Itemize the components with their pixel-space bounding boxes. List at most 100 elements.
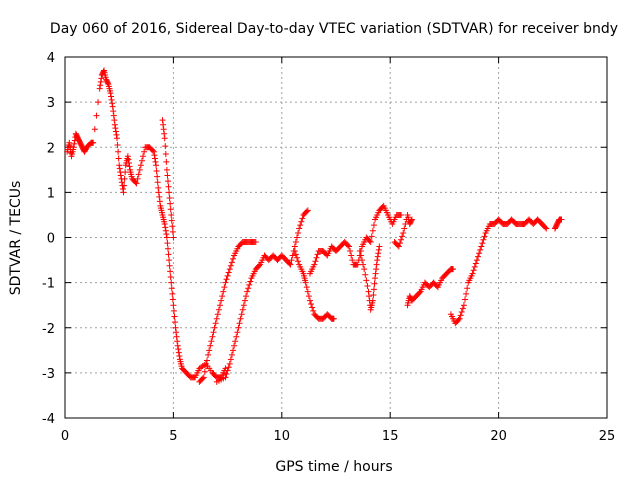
data-point [164,178,171,185]
data-point [169,296,176,303]
data-point [135,171,142,178]
data-point [480,236,487,243]
data-point [200,374,207,381]
data-point [125,160,132,167]
data-point [293,234,300,241]
data-point [118,179,125,186]
data-point [408,217,415,224]
data-point [167,273,174,280]
data-point [109,100,116,107]
data-point [223,276,230,283]
data-point [357,252,364,259]
data-point [543,225,550,232]
data-point [66,143,73,150]
data-point [455,316,462,323]
data-point [243,293,250,300]
y-tick-label: 0 [47,232,55,247]
data-point [542,224,549,231]
data-point [162,143,169,150]
data-point [153,167,160,174]
data-point [116,165,123,172]
data-point [344,242,351,249]
data-point [218,297,225,304]
data-point [172,324,179,331]
data-point [289,252,296,259]
data-marks [64,67,565,385]
data-point [205,351,212,358]
data-point [408,216,415,223]
data-point [66,139,73,146]
data-point [154,179,161,186]
data-point [211,324,218,331]
x-tick-label: 20 [490,429,507,444]
data-point [222,279,229,286]
y-tick-label: -4 [42,412,55,427]
data-point [233,333,240,340]
data-point [398,211,405,218]
data-point [121,182,128,189]
data-point [369,297,376,304]
data-point [373,266,380,273]
data-point [90,139,97,146]
data-point [170,234,177,241]
data-point [167,206,174,213]
data-point [363,277,370,284]
data-point [156,198,163,205]
data-point [226,360,233,367]
data-point [149,147,156,154]
data-point [558,216,565,223]
data-point [120,189,127,196]
data-point [234,329,241,336]
data-point [236,320,243,327]
data-point [207,342,214,349]
data-point [201,368,208,375]
data-point [121,175,128,182]
data-point [119,185,126,192]
data-point [479,240,486,247]
data-point [359,257,366,264]
data-point [97,82,104,89]
data-point [220,288,227,295]
data-point [175,346,182,353]
data-point [214,311,221,318]
data-point [161,135,168,142]
data-point [199,375,206,382]
data-point [288,257,295,264]
data-point [100,68,107,75]
data-point [160,126,167,133]
data-point [122,169,129,176]
data-point [170,302,177,309]
data-point [153,162,160,169]
x-tick-label: 5 [169,429,177,444]
data-point [96,85,103,92]
y-tick-label: 3 [47,96,55,111]
data-point [368,233,375,240]
data-point [176,352,183,359]
y-tick-label: 4 [47,51,55,66]
data-point [370,292,377,299]
data-point [169,290,176,297]
x-axis-label: GPS time / hours [275,459,392,475]
data-point [166,195,173,202]
data-point [232,338,239,345]
data-point [115,148,122,155]
data-point [97,78,104,85]
data-point [224,272,231,279]
data-point [162,151,169,158]
data-point [161,130,168,137]
data-point [155,184,162,191]
x-tick-label: 15 [382,429,399,444]
data-point [450,266,457,273]
data-point [165,183,172,190]
data-point [230,347,237,354]
data-point [416,289,423,296]
data-point [110,108,117,115]
data-point [364,283,371,290]
data-point [156,193,163,200]
data-point [400,229,407,236]
data-point [346,243,353,250]
data-point [298,218,305,225]
data-point [112,128,119,135]
data-point [349,257,356,264]
data-point [170,307,177,314]
